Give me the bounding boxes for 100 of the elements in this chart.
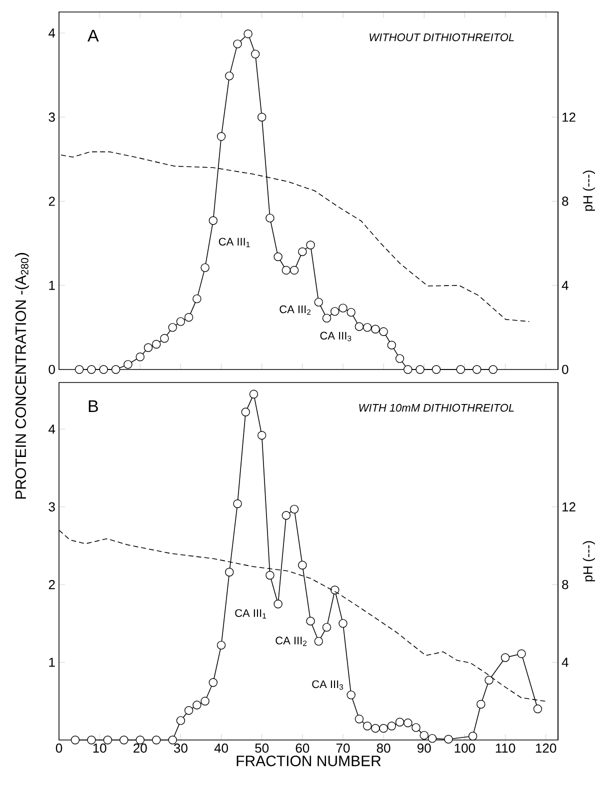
point bbox=[484, 676, 494, 685]
x-tick-label: 80 bbox=[376, 744, 390, 753]
y-tick-label: 2 bbox=[48, 196, 55, 206]
point bbox=[517, 649, 526, 658]
point bbox=[456, 365, 465, 374]
y-tick-label: 0 bbox=[48, 364, 55, 374]
x-tick-label: 10 bbox=[93, 744, 106, 753]
point bbox=[306, 240, 315, 250]
point bbox=[216, 640, 226, 650]
y-tick-label: 3 bbox=[48, 502, 55, 512]
point bbox=[338, 304, 348, 312]
annotation: CA III$_{1}$ bbox=[218, 238, 250, 248]
point bbox=[233, 499, 242, 508]
x-tick-label: 100 bbox=[454, 744, 476, 753]
point bbox=[416, 365, 424, 374]
y2-tick-label: 8 bbox=[562, 580, 568, 590]
point bbox=[322, 314, 332, 323]
point bbox=[420, 730, 428, 740]
annotation: B bbox=[88, 400, 98, 412]
y-tick-label: 4 bbox=[48, 28, 56, 38]
point bbox=[99, 365, 108, 374]
annotation: CA III$_{1}$ bbox=[235, 609, 266, 619]
annotation: A bbox=[88, 30, 99, 42]
annotation: CA III$_{2}$ bbox=[276, 636, 307, 646]
point bbox=[251, 50, 260, 58]
y2-tick-label: 12 bbox=[562, 502, 576, 512]
annotation: CA III$_{2}$ bbox=[280, 305, 311, 315]
point bbox=[144, 343, 153, 352]
point bbox=[404, 718, 412, 728]
x-tick-label: 120 bbox=[536, 744, 556, 753]
point bbox=[136, 352, 144, 362]
point bbox=[472, 365, 482, 374]
point bbox=[87, 736, 96, 744]
point bbox=[208, 678, 218, 687]
point bbox=[124, 360, 132, 369]
text: WITHOUT DITHIOTHREITOL bbox=[370, 33, 514, 42]
point bbox=[404, 365, 412, 374]
point bbox=[500, 653, 510, 662]
text: WITH 10mM DITHIOTHREITOL bbox=[359, 404, 514, 412]
y-tick-label: 4 bbox=[48, 424, 56, 434]
point bbox=[282, 266, 291, 275]
point bbox=[184, 312, 194, 322]
point bbox=[338, 619, 348, 628]
x-axis-title: FRACTION NUMBER bbox=[236, 756, 381, 766]
point bbox=[152, 736, 161, 744]
point bbox=[314, 636, 323, 646]
point bbox=[488, 365, 498, 374]
x-tick-label: 110 bbox=[496, 744, 516, 753]
x-tick-label: 90 bbox=[418, 744, 431, 753]
y2-tick-label: 8 bbox=[562, 196, 568, 206]
x-tick-label: 70 bbox=[336, 744, 350, 753]
point bbox=[274, 600, 282, 608]
point bbox=[168, 323, 177, 332]
point bbox=[257, 431, 266, 440]
point bbox=[200, 696, 210, 706]
point bbox=[192, 700, 202, 710]
point bbox=[346, 308, 356, 317]
point bbox=[346, 690, 356, 700]
point bbox=[208, 216, 218, 225]
point bbox=[225, 568, 234, 576]
point bbox=[87, 365, 96, 374]
point bbox=[371, 324, 380, 334]
point bbox=[468, 732, 478, 740]
x-tick-label: 50 bbox=[255, 744, 269, 753]
annotation: CA III$_{3}$ bbox=[312, 680, 344, 690]
point bbox=[362, 323, 372, 332]
point bbox=[70, 736, 80, 744]
point bbox=[74, 365, 84, 374]
point bbox=[184, 706, 194, 715]
point bbox=[244, 30, 252, 38]
y2-tick-label: 4 bbox=[562, 280, 568, 290]
point bbox=[176, 716, 186, 725]
point bbox=[241, 408, 250, 416]
point bbox=[354, 714, 364, 724]
point bbox=[371, 724, 380, 733]
point bbox=[103, 736, 112, 744]
point bbox=[362, 722, 372, 730]
point bbox=[274, 252, 282, 262]
annotation: CA III$_{3}$ bbox=[320, 332, 352, 342]
point bbox=[298, 247, 307, 256]
point bbox=[168, 736, 177, 744]
point bbox=[290, 504, 299, 514]
point bbox=[395, 718, 404, 726]
point bbox=[216, 132, 226, 141]
point bbox=[330, 586, 340, 594]
point bbox=[152, 340, 161, 349]
point bbox=[306, 616, 315, 626]
point bbox=[290, 266, 299, 275]
point bbox=[322, 622, 332, 632]
y2-tick-label: 12 bbox=[562, 112, 576, 122]
point bbox=[395, 354, 404, 363]
point bbox=[266, 214, 274, 222]
y2-axis-title: pH (---) bbox=[582, 541, 595, 582]
x-tick-label: 0 bbox=[56, 744, 62, 753]
y2-tick-label: 0 bbox=[562, 364, 568, 374]
point bbox=[225, 72, 234, 80]
point bbox=[387, 340, 396, 350]
y-tick-label: 1 bbox=[49, 658, 55, 667]
x-tick-label: 30 bbox=[174, 744, 188, 753]
point bbox=[330, 307, 340, 316]
